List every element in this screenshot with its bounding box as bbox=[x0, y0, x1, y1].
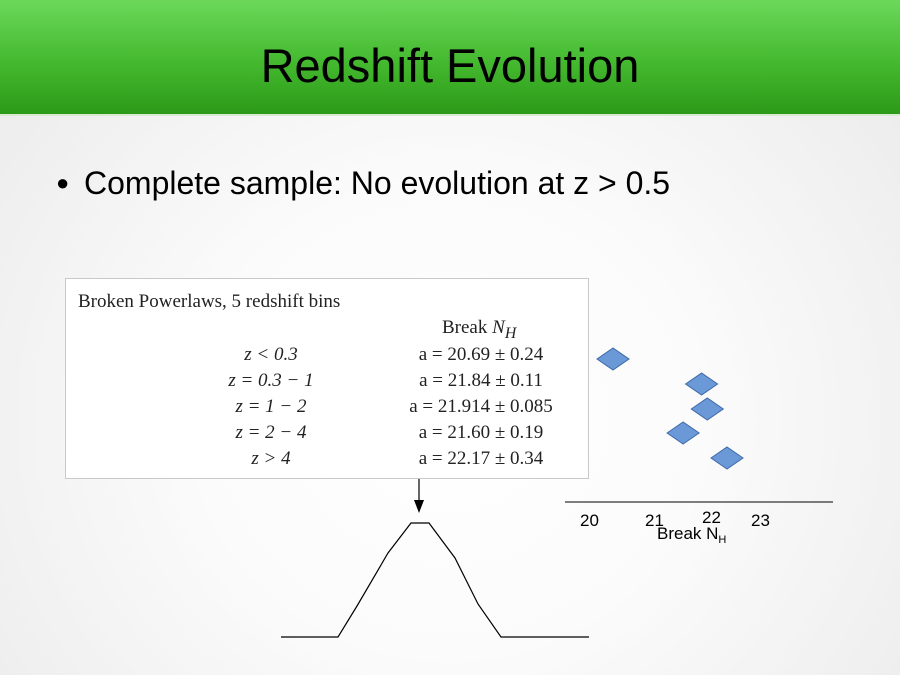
redshift-bin: z = 1 − 2 bbox=[235, 396, 307, 417]
redshift-bin: z = 2 − 4 bbox=[235, 422, 307, 443]
column-header-var: N bbox=[492, 317, 505, 338]
table-row: z < 0.3 a = 20.69 ± 0.24 bbox=[66, 344, 588, 370]
arrow-head-icon bbox=[414, 500, 424, 513]
x-tick-label: 20 bbox=[580, 511, 599, 530]
results-table: Broken Powerlaws, 5 redshift bins Break … bbox=[65, 278, 589, 479]
table-caption: Broken Powerlaws, 5 redshift bins bbox=[78, 291, 341, 312]
data-points bbox=[596, 347, 744, 470]
bullet-item: ● Complete sample: No evolution at z > 0.… bbox=[56, 163, 670, 203]
diamond-marker bbox=[690, 397, 725, 421]
break-value: a = 22.17 ± 0.34 bbox=[418, 448, 544, 469]
column-header-sub: H bbox=[504, 324, 517, 342]
x-axis-label-sub: H bbox=[718, 534, 727, 546]
x-axis-label-main: Break N bbox=[657, 524, 719, 543]
break-value: a = 21.84 ± 0.11 bbox=[419, 370, 543, 391]
column-header-text: Break bbox=[442, 317, 493, 338]
table-row: z = 1 − 2 a = 21.914 ± 0.085 bbox=[66, 396, 588, 422]
broken-powerlaw-curve bbox=[281, 522, 589, 638]
break-value: a = 20.69 ± 0.24 bbox=[418, 344, 544, 365]
redshift-bin: z = 0.3 − 1 bbox=[228, 370, 314, 391]
title-bar: Redshift Evolution bbox=[0, 0, 900, 116]
x-tick-label: 21 bbox=[645, 511, 664, 530]
redshift-bin: z > 4 bbox=[251, 448, 291, 469]
diamond-marker bbox=[710, 446, 744, 470]
table-row: z > 4 a = 22.17 ± 0.34 bbox=[66, 448, 588, 474]
x-tick-label: 22 bbox=[702, 508, 721, 527]
table-row: z = 2 − 4 a = 21.60 ± 0.19 bbox=[66, 422, 588, 448]
x-axis-label: Break NH bbox=[657, 524, 726, 546]
bullet-text: Complete sample: No evolution at z > 0.5 bbox=[84, 165, 671, 201]
slide-title: Redshift Evolution bbox=[260, 39, 640, 92]
diamond-marker bbox=[596, 347, 630, 371]
break-value: a = 21.914 ± 0.085 bbox=[409, 396, 553, 417]
break-value: a = 21.60 ± 0.19 bbox=[418, 422, 544, 443]
bullet-dot-icon: ● bbox=[56, 170, 70, 195]
column-header: Break NH bbox=[442, 317, 516, 343]
diamond-marker bbox=[666, 421, 700, 445]
diamond-marker bbox=[684, 372, 719, 396]
table-row: z = 0.3 − 1 a = 21.84 ± 0.11 bbox=[66, 370, 588, 396]
redshift-bin: z < 0.3 bbox=[244, 344, 298, 365]
x-tick-label: 23 bbox=[751, 511, 770, 530]
